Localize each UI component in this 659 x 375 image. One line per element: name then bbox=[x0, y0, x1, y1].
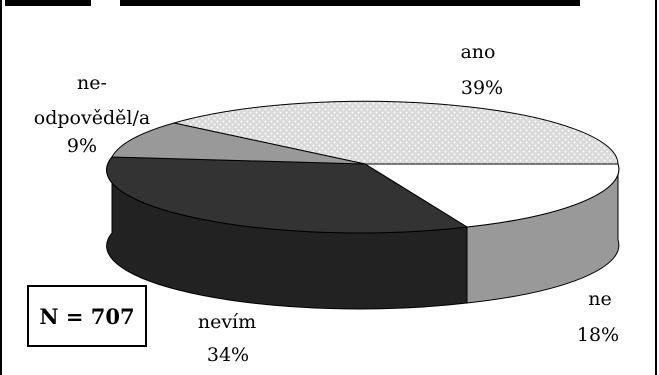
slice-nevim bbox=[106, 156, 469, 234]
label-neodpovedel-line1: ne- bbox=[77, 72, 107, 94]
percent-nevim: 34% bbox=[207, 344, 249, 366]
label-neodpovedel-line2: odpověděl/a bbox=[34, 107, 150, 129]
label-ano: ano bbox=[460, 41, 495, 63]
slice-neodpovedel bbox=[111, 122, 366, 165]
slice-ne bbox=[363, 163, 620, 228]
sample-size-box: N = 707 bbox=[27, 285, 147, 347]
percent-ne: 18% bbox=[577, 324, 619, 346]
title-clip-bar-1 bbox=[5, 0, 91, 6]
title-clip-bar-2 bbox=[120, 0, 580, 6]
percent-neodpovedel: 9% bbox=[67, 135, 97, 157]
label-nevim: nevím bbox=[198, 311, 256, 333]
sample-size-label: N = 707 bbox=[39, 303, 135, 329]
label-ne: ne bbox=[588, 288, 611, 310]
percent-ano: 39% bbox=[461, 77, 503, 99]
slice-ano bbox=[173, 100, 619, 165]
